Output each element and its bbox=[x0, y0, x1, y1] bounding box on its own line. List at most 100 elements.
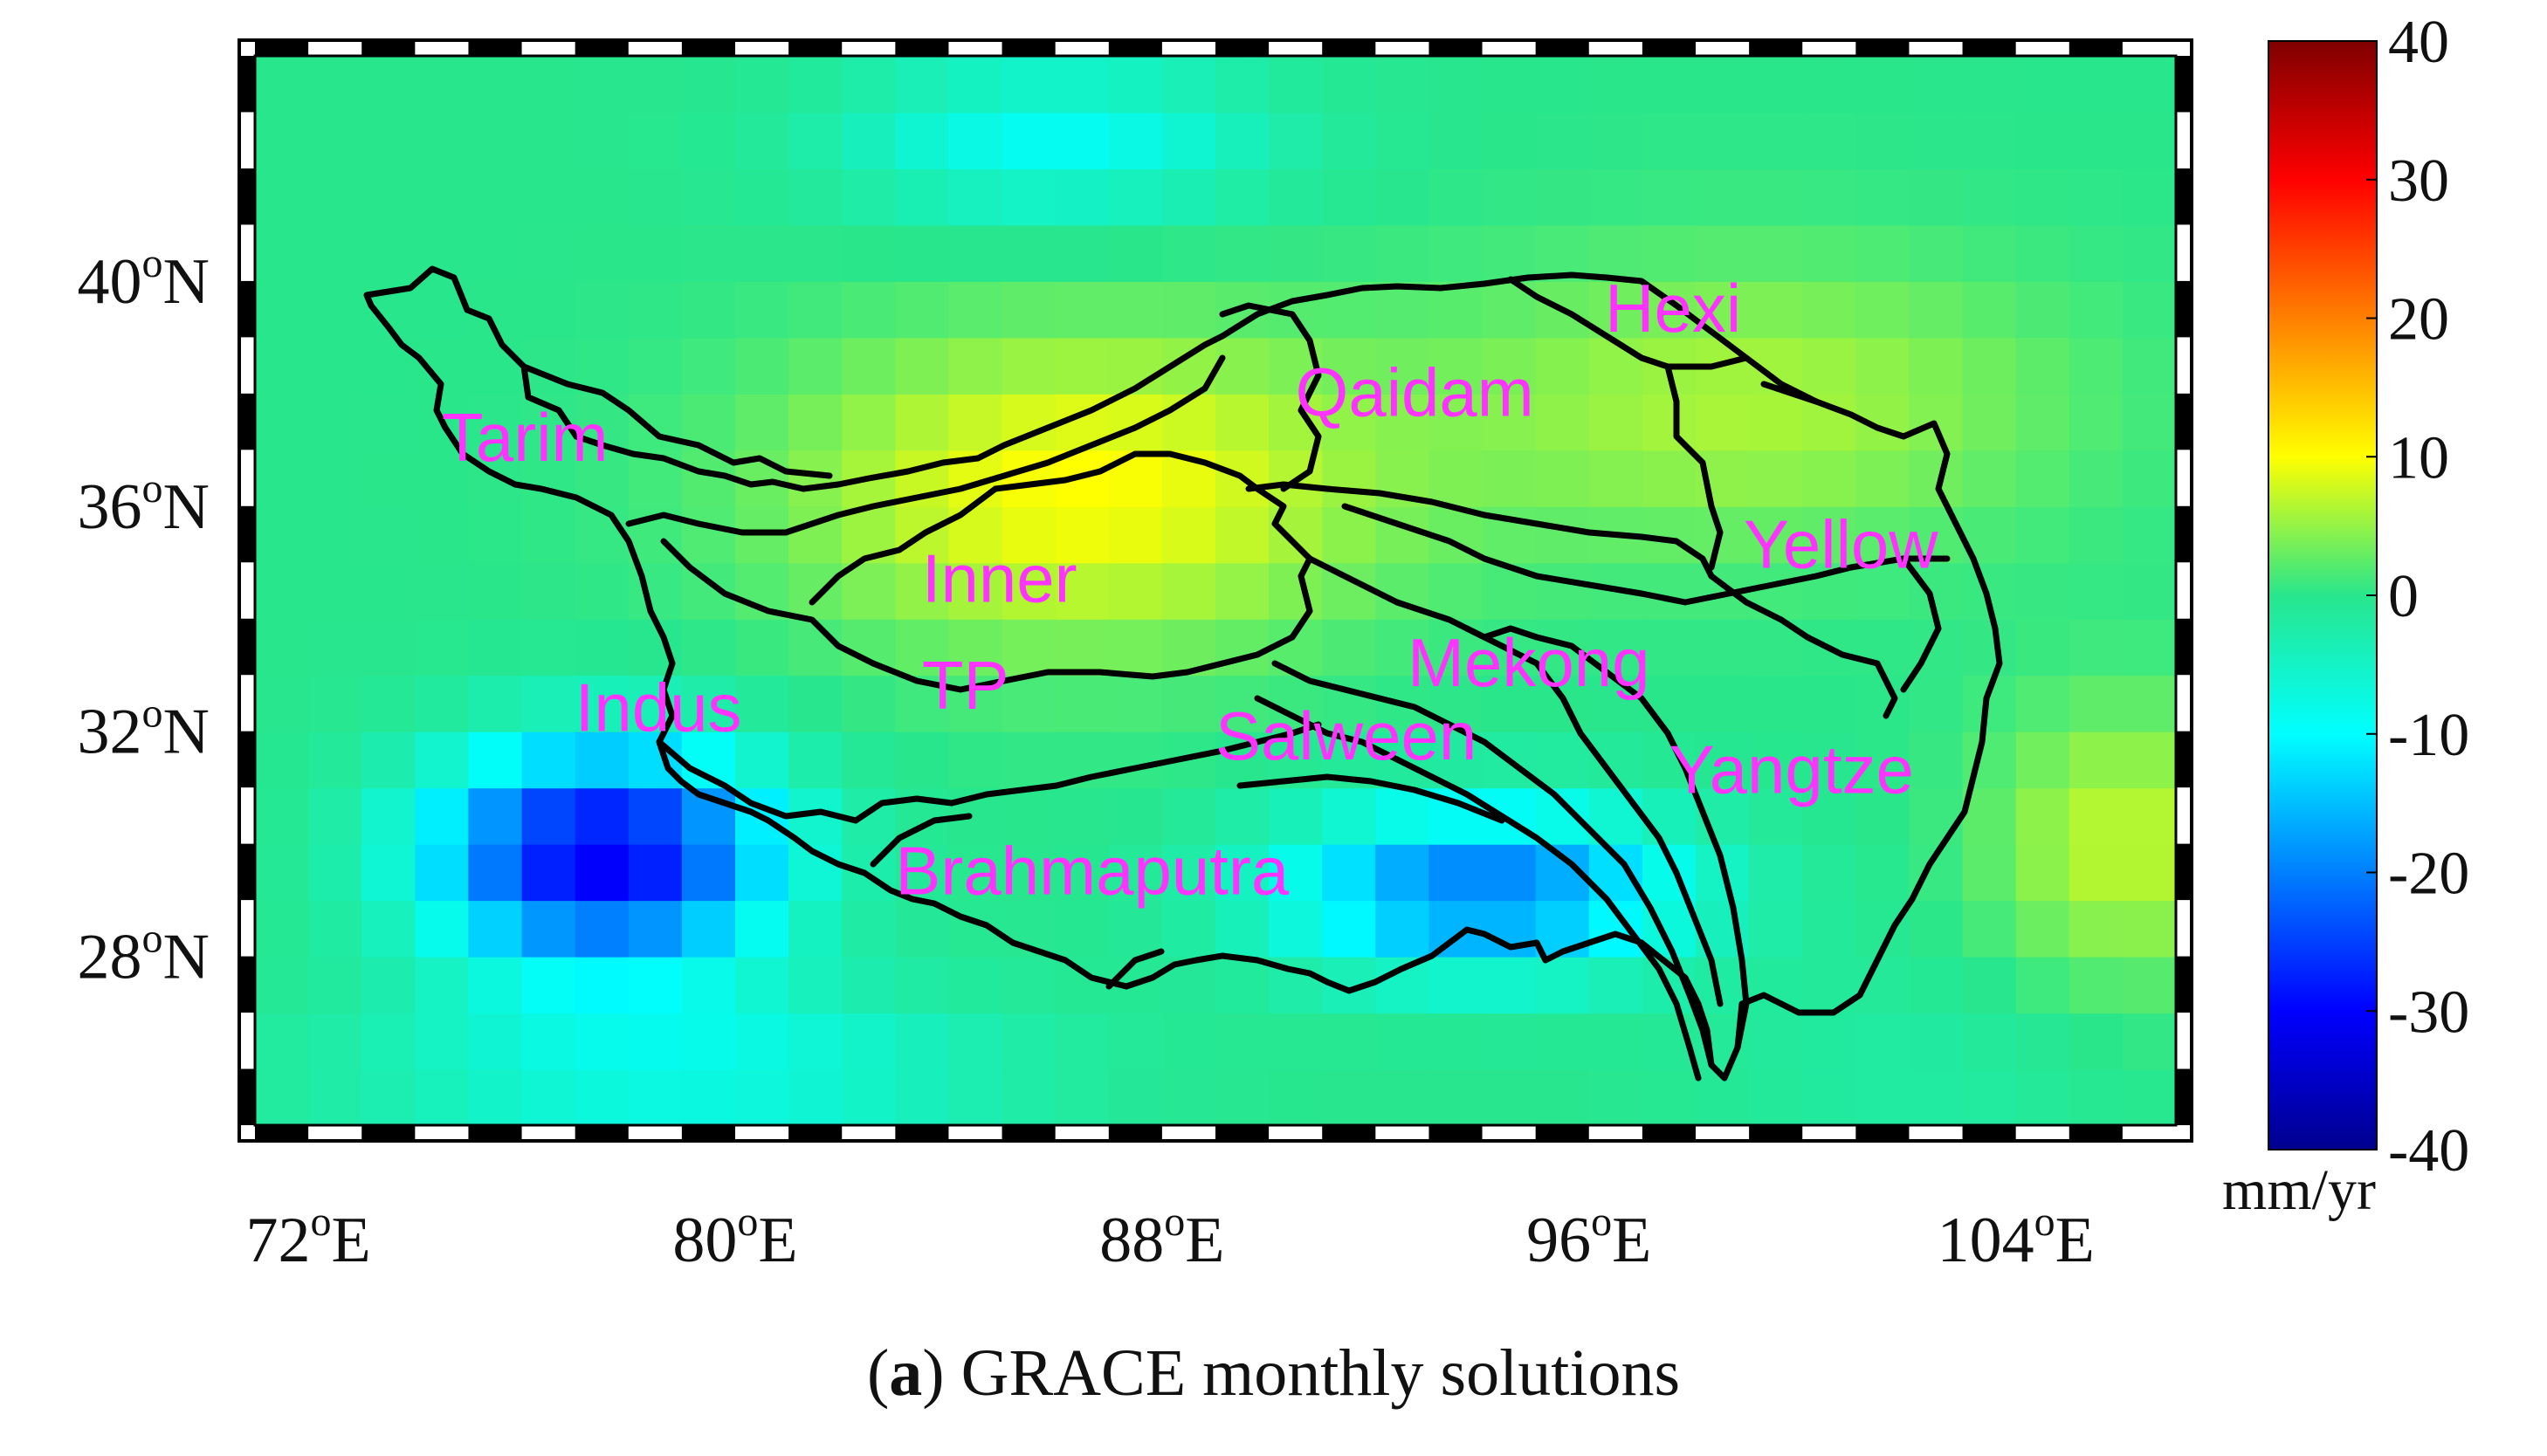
field-cell bbox=[1375, 56, 1430, 113]
field-cell bbox=[2122, 280, 2176, 339]
field-cell bbox=[521, 1013, 576, 1070]
frame-segment bbox=[1215, 1125, 1270, 1141]
field-cell bbox=[1055, 900, 1110, 958]
field-cell bbox=[1215, 843, 1270, 902]
field-cell bbox=[681, 618, 736, 676]
field-cell bbox=[521, 843, 576, 902]
field-cell bbox=[1802, 280, 1857, 339]
field-cell bbox=[1909, 787, 1964, 845]
field-cell bbox=[1696, 224, 1751, 282]
frame-segment bbox=[1428, 40, 1483, 56]
frame-segment bbox=[788, 1125, 843, 1141]
field-cell bbox=[468, 675, 523, 732]
colorbar-tick-label: -40 bbox=[2388, 1117, 2469, 1185]
field-cell bbox=[361, 168, 416, 226]
field-cell bbox=[1588, 1013, 1643, 1070]
field-cell bbox=[1322, 787, 1377, 845]
frame-segment bbox=[1428, 1125, 1483, 1141]
field-cell bbox=[1855, 1013, 1910, 1070]
field-cell bbox=[1642, 224, 1697, 282]
field-cell bbox=[1962, 168, 2017, 226]
field-cell bbox=[575, 900, 630, 958]
field-cell bbox=[1749, 393, 1804, 451]
field-cell bbox=[575, 280, 630, 339]
field-cell bbox=[1588, 675, 1643, 732]
field-cell bbox=[255, 224, 310, 282]
field-cell bbox=[1962, 787, 2017, 845]
frame-segment bbox=[681, 40, 735, 56]
field-cell bbox=[1802, 168, 1857, 226]
field-cell bbox=[1428, 1068, 1483, 1125]
frame-segment bbox=[681, 1125, 735, 1141]
field-cell bbox=[361, 1013, 416, 1070]
field-cell bbox=[255, 731, 310, 789]
field-cell bbox=[308, 787, 363, 845]
field-cell bbox=[1161, 843, 1216, 902]
basin-label-indus: Indus bbox=[575, 670, 742, 746]
field-cell bbox=[842, 787, 897, 845]
field-cell bbox=[255, 505, 310, 564]
frame-segment bbox=[2176, 393, 2192, 450]
field-cell bbox=[1749, 787, 1804, 845]
field-cell bbox=[1909, 450, 1964, 507]
field-cell bbox=[1482, 675, 1537, 732]
field-cell bbox=[1642, 618, 1697, 676]
field-cell bbox=[2122, 1068, 2176, 1125]
colorbar-tick-label: 20 bbox=[2388, 286, 2449, 354]
field-cell bbox=[468, 843, 523, 902]
field-cell bbox=[1535, 618, 1590, 676]
frame-segment bbox=[2176, 843, 2192, 901]
field-cell bbox=[735, 393, 790, 451]
basin-label-yangtze: Yangtze bbox=[1669, 731, 1913, 808]
field-cell bbox=[2069, 450, 2124, 507]
field-cell bbox=[1055, 787, 1110, 845]
field-cell bbox=[2122, 562, 2176, 620]
field-cell bbox=[1269, 224, 1324, 282]
field-cell bbox=[681, 900, 736, 958]
field-cell bbox=[1909, 1068, 1964, 1125]
field-cell bbox=[1428, 224, 1483, 282]
field-cell bbox=[468, 168, 523, 226]
field-cell bbox=[2015, 731, 2070, 789]
field-cell bbox=[1696, 731, 1751, 789]
field-cell bbox=[1962, 450, 2017, 507]
field-cell bbox=[2122, 168, 2176, 226]
field-cell bbox=[1215, 112, 1270, 169]
field-cell bbox=[1535, 562, 1590, 620]
field-cell bbox=[361, 618, 416, 676]
field-cell bbox=[788, 56, 843, 113]
field-cell bbox=[415, 168, 470, 226]
field-cell bbox=[255, 618, 310, 676]
field-cell bbox=[1909, 675, 1964, 732]
field-cell bbox=[948, 168, 1003, 226]
field-cell bbox=[1269, 1013, 1324, 1070]
field-cell bbox=[1802, 505, 1857, 564]
field-cell bbox=[681, 112, 736, 169]
field-cell bbox=[308, 337, 363, 395]
field-cell bbox=[1002, 56, 1057, 113]
field-cell bbox=[681, 224, 736, 282]
field-cell bbox=[1108, 843, 1163, 902]
field-cell bbox=[1855, 337, 1910, 395]
field-cell bbox=[415, 787, 470, 845]
field-cell bbox=[1749, 731, 1804, 789]
field-cell bbox=[1375, 787, 1430, 845]
field-cell bbox=[681, 1068, 736, 1125]
field-cell bbox=[1909, 731, 1964, 789]
field-cell bbox=[575, 505, 630, 564]
frame-segment bbox=[361, 1125, 416, 1141]
field-cell bbox=[2122, 787, 2176, 845]
field-cell bbox=[255, 112, 310, 169]
frame-segment bbox=[1642, 40, 1696, 56]
field-cell bbox=[2015, 393, 2070, 451]
field-cell bbox=[948, 337, 1003, 395]
field-cell bbox=[788, 168, 843, 226]
field-cell bbox=[1269, 393, 1324, 451]
field-cell bbox=[1002, 450, 1057, 507]
field-cell bbox=[1322, 618, 1377, 676]
field-cell bbox=[628, 224, 683, 282]
field-cell bbox=[842, 1068, 897, 1125]
frame-segment bbox=[361, 40, 416, 56]
field-cell bbox=[1269, 562, 1324, 620]
